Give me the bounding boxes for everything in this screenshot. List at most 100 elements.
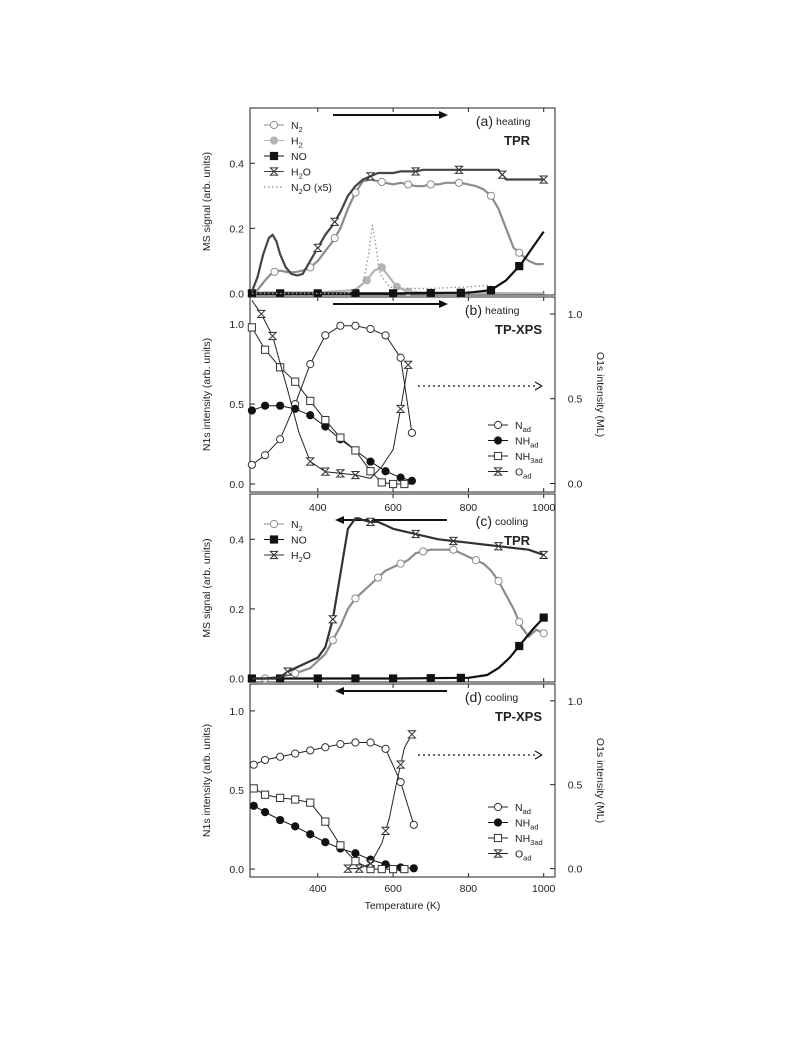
data-point xyxy=(395,404,406,414)
data-point xyxy=(515,262,524,271)
data-point xyxy=(351,594,360,603)
legend-item: Oad xyxy=(488,849,532,863)
legend-marker xyxy=(269,151,279,161)
data-point xyxy=(377,478,386,487)
legend-item: NHad xyxy=(488,818,539,832)
data-point xyxy=(407,476,417,485)
y-axis-label: MS signal (arb. units) xyxy=(201,152,213,251)
data-point xyxy=(247,460,256,469)
legend-item: NHad xyxy=(488,436,539,450)
data-point xyxy=(396,353,405,362)
x-tick-label-top: 400 xyxy=(309,502,327,514)
series-line xyxy=(251,517,545,680)
data-point xyxy=(306,746,315,755)
y-tick-label: 1.0 xyxy=(229,319,244,331)
data-point xyxy=(267,331,278,341)
y-tick-label: 0.2 xyxy=(229,604,244,616)
legend-marker xyxy=(493,451,503,461)
data-point xyxy=(291,749,300,758)
data-point xyxy=(354,864,365,873)
x-tick-label: 400 xyxy=(309,883,327,895)
data-point xyxy=(336,740,345,749)
data-point xyxy=(377,864,386,874)
data-point xyxy=(377,177,386,187)
data-point xyxy=(260,451,270,460)
y-tick-label: 0.5 xyxy=(229,785,244,797)
data-point xyxy=(336,841,345,850)
data-point xyxy=(538,175,549,184)
data-point xyxy=(247,323,256,332)
data-point xyxy=(335,469,346,478)
legend-marker xyxy=(269,519,279,529)
data-point xyxy=(305,457,316,466)
data-point xyxy=(426,180,435,189)
legend-label-sub: 2 xyxy=(299,555,303,564)
legend-marker xyxy=(269,550,279,560)
data-point xyxy=(400,479,409,489)
legend-label-base: N xyxy=(291,182,299,194)
legend-marker xyxy=(269,535,279,544)
panel-tag: (d) xyxy=(465,689,482,705)
data-point xyxy=(256,309,267,319)
data-point xyxy=(260,401,270,410)
data-point xyxy=(321,838,330,847)
legend-label-base: NH xyxy=(515,833,530,845)
legend-item: H2O xyxy=(264,167,311,181)
data-point xyxy=(282,667,293,676)
data-point xyxy=(396,777,405,787)
legend-label-sub: ad xyxy=(523,472,531,481)
panel-type: heating xyxy=(496,116,531,128)
data-point xyxy=(249,801,258,810)
data-point xyxy=(494,576,503,586)
legend-label-post: O xyxy=(303,167,311,179)
legend-label-base: O xyxy=(515,467,523,479)
data-point xyxy=(366,467,375,476)
dotted-arrow-head xyxy=(534,750,543,760)
legend-label-sub: 2 xyxy=(299,524,303,533)
legend-label-base: N xyxy=(291,519,299,531)
data-point xyxy=(388,289,398,298)
data-point xyxy=(381,331,390,340)
data-point xyxy=(343,864,353,873)
series-n2o-x5- xyxy=(251,224,492,295)
y-tick-label: 0.0 xyxy=(229,288,244,300)
panel-tag: (a) xyxy=(476,113,493,129)
data-point xyxy=(454,165,464,174)
panel-d: 0.0 0.5 1.0 0.0 0.5 1.0 O1s intensity (ML) N1s … xyxy=(201,683,606,912)
data-point xyxy=(448,536,459,546)
series-n2 xyxy=(251,177,544,295)
legend-label: NO xyxy=(291,535,307,547)
data-point xyxy=(260,755,270,765)
data-point xyxy=(396,559,405,568)
series-line xyxy=(251,224,492,295)
y-right-axis-label: O1s intensity (ML) xyxy=(594,352,606,437)
panel-frame xyxy=(249,107,556,296)
y-right-tick-label: 0.5 xyxy=(568,394,583,406)
data-point xyxy=(306,411,315,420)
legend-label: Oad xyxy=(515,467,532,481)
series-nh3ad xyxy=(249,784,409,874)
legend-item: Nad xyxy=(488,802,531,816)
panel-name: TP-XPS xyxy=(495,322,542,337)
series-nad xyxy=(247,321,417,469)
y-right-tick-label: 0.0 xyxy=(568,864,583,876)
series-nad xyxy=(249,738,418,829)
y-tick-label: 0.5 xyxy=(229,399,244,411)
legend-marker xyxy=(269,167,279,176)
x-tick-label-top: 600 xyxy=(384,502,402,514)
data-point xyxy=(410,529,421,539)
legend-marker xyxy=(269,120,279,130)
y-tick-label: 0.4 xyxy=(229,158,244,170)
data-point xyxy=(328,615,338,624)
data-point xyxy=(407,730,417,739)
data-point xyxy=(403,360,413,369)
data-point xyxy=(276,752,285,761)
series-line xyxy=(251,178,544,295)
series-n2 xyxy=(251,545,548,683)
legend-label-sub: 2 xyxy=(299,125,303,134)
y-right-tick-label: 1.0 xyxy=(568,696,583,708)
panel-b: 0.0 0.5 1.0 0.0 0.5 1.0 O1s intensity (ML) N1s … xyxy=(201,296,606,493)
y-tick-label: 1.0 xyxy=(229,706,244,718)
